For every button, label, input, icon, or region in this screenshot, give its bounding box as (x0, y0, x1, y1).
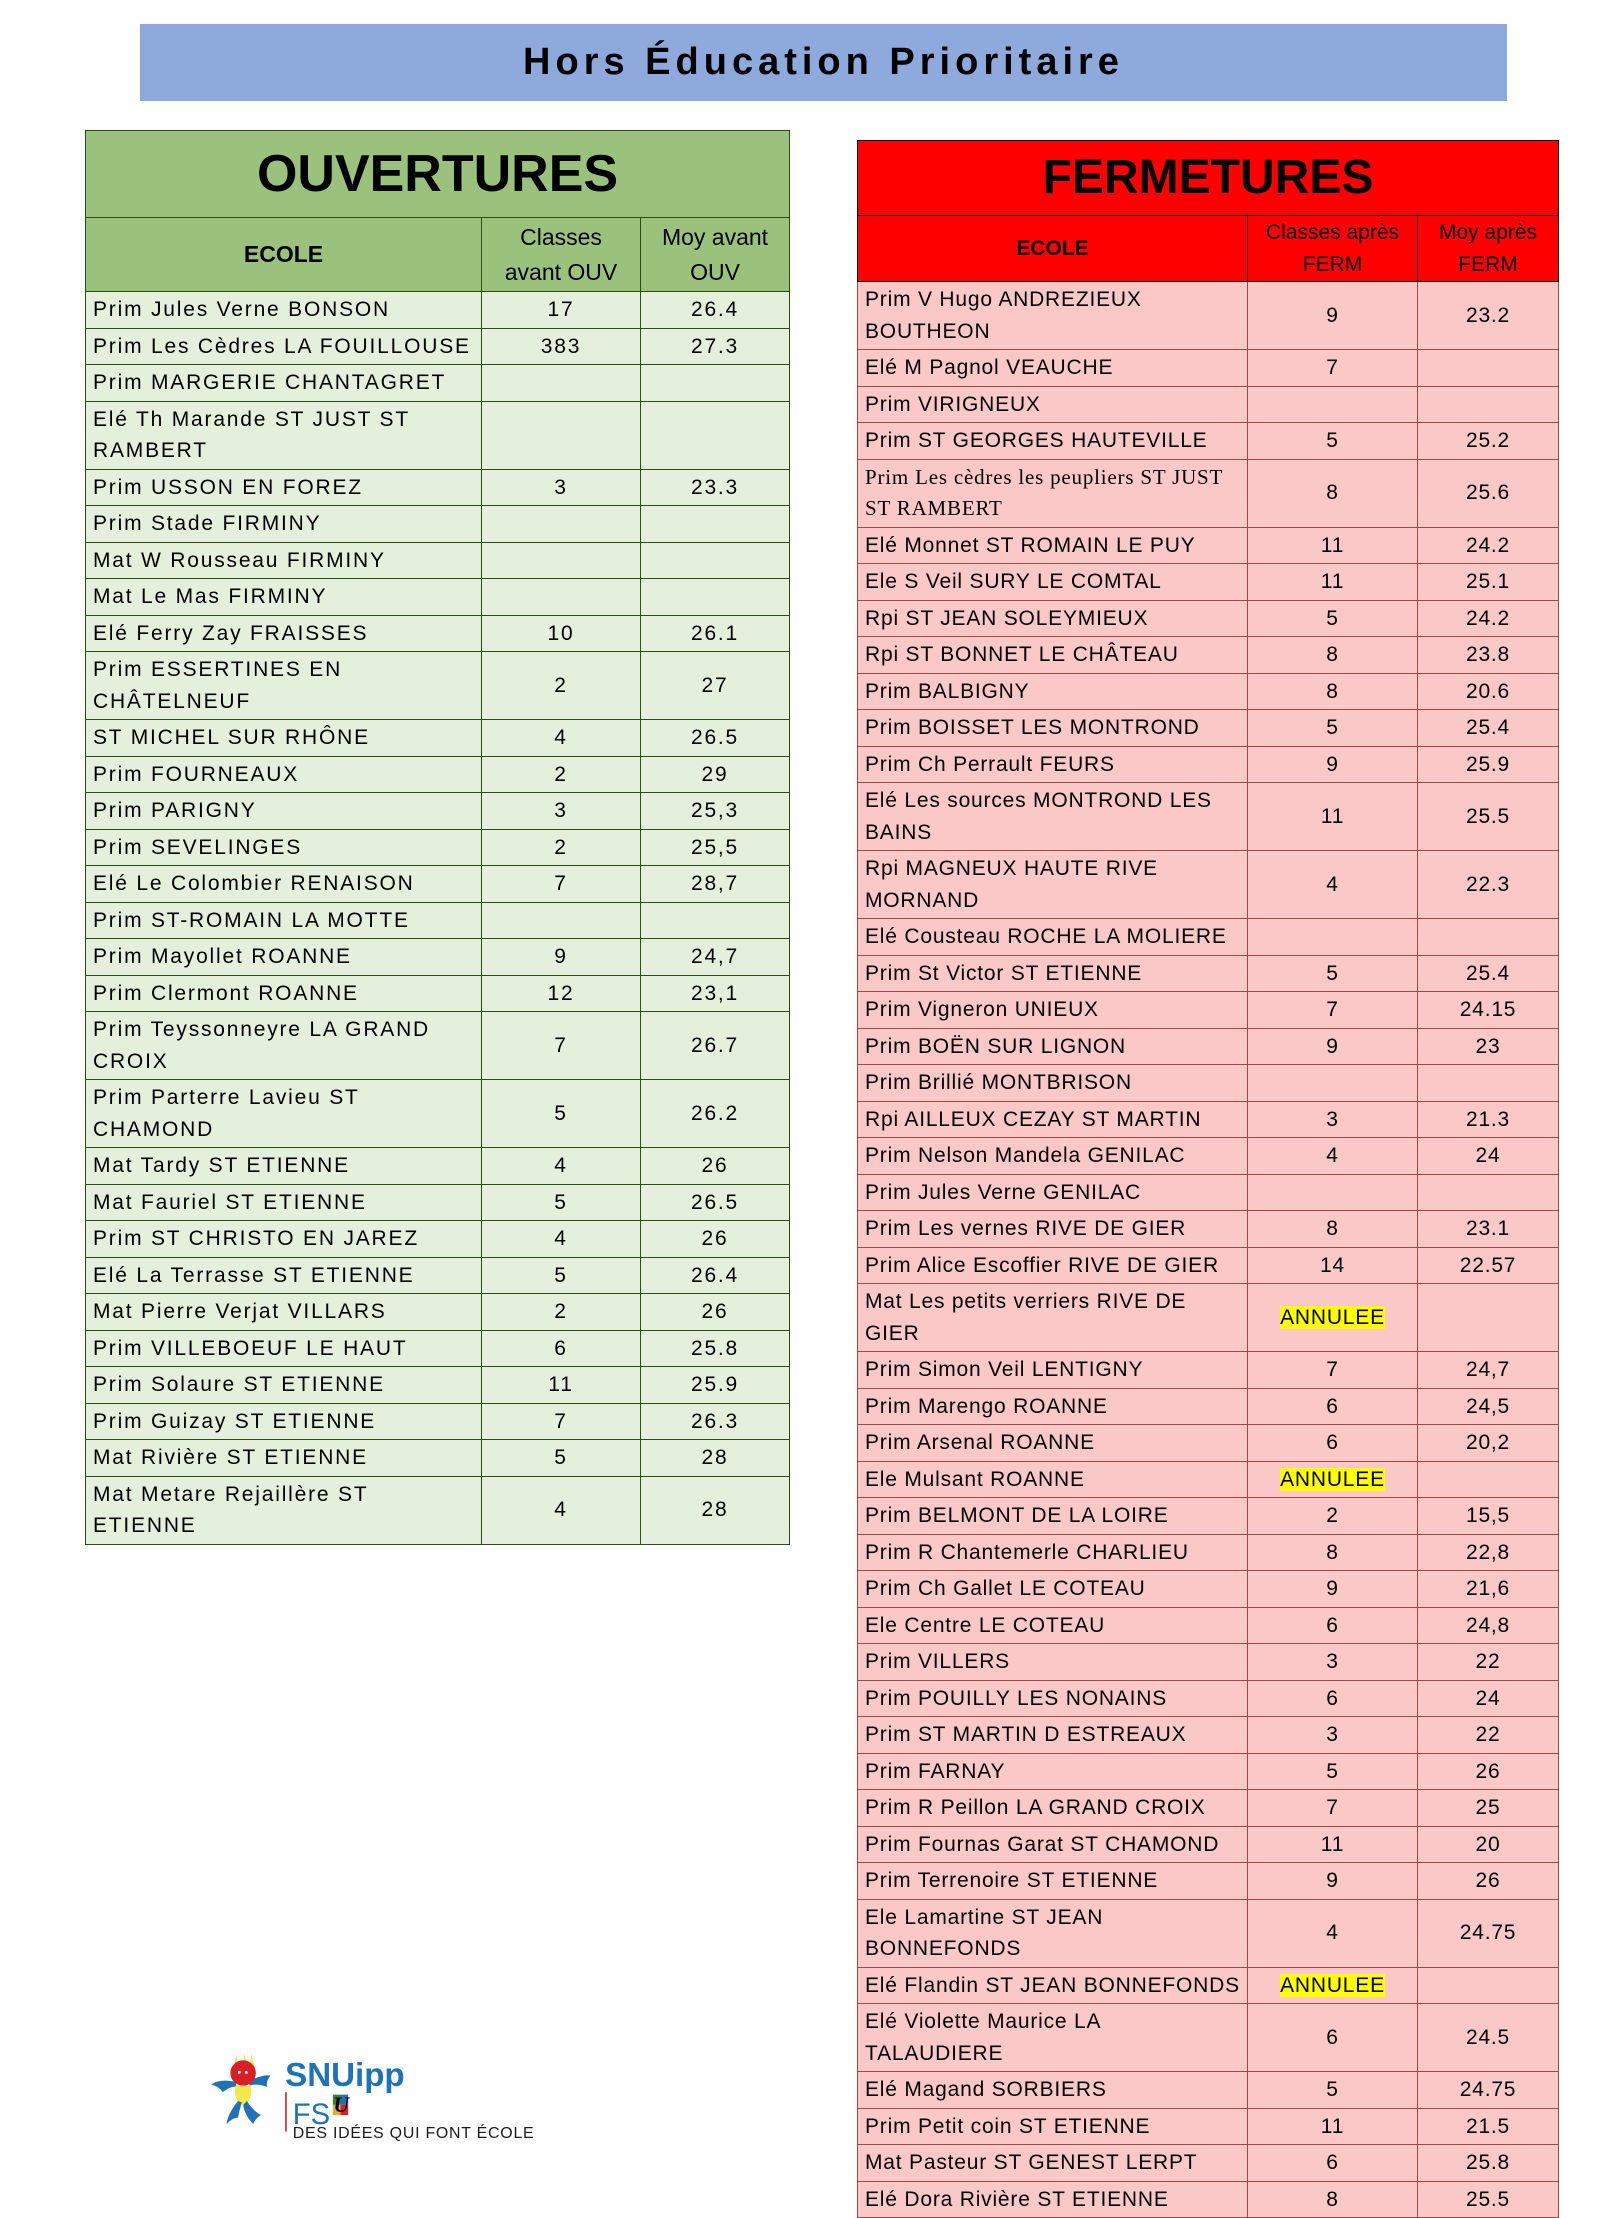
svg-text:DES IDÉES QUI FONT ÉCOLE: DES IDÉES QUI FONT ÉCOLE (293, 2123, 535, 2142)
svg-text:U: U (334, 2093, 351, 2117)
svg-text:SNUipp: SNUipp (285, 2057, 405, 2094)
